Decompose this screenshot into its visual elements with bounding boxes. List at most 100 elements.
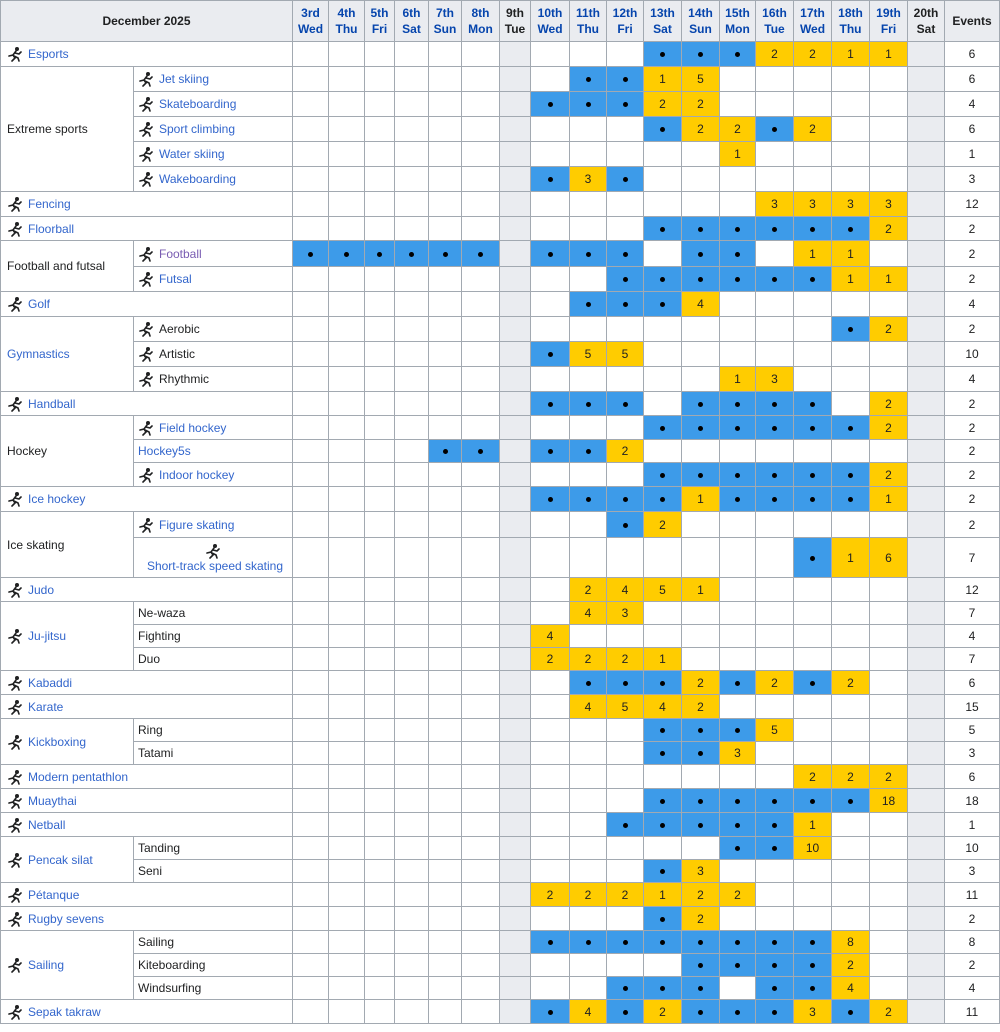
table-row: Football and futsal Football 1 1 2 — [0, 240, 1000, 292]
sport-link[interactable]: Golf — [28, 297, 51, 311]
discipline-cell[interactable]: Short-track speed skating — [133, 537, 293, 578]
sport-group-cell[interactable]: Ju-jitsu — [0, 601, 134, 671]
discipline-link[interactable]: Futsal — [159, 272, 192, 286]
sport-group-link[interactable]: Pencak silat — [28, 852, 93, 867]
empty-cell — [831, 577, 870, 602]
empty-cell — [606, 906, 644, 931]
empty-cell — [428, 859, 462, 883]
sport-cell[interactable]: Sepak takraw — [0, 999, 293, 1024]
sport-link[interactable]: Ice hockey — [28, 492, 86, 506]
sport-cell[interactable]: Fencing — [0, 191, 293, 217]
sport-link[interactable]: Muaythai — [28, 793, 77, 808]
discipline-link[interactable]: Figure skating — [159, 517, 235, 532]
sport-cell[interactable]: Rugby sevens — [0, 906, 293, 931]
sport-link[interactable]: Kabaddi — [28, 675, 73, 690]
sport-group-link[interactable]: Kickboxing — [28, 734, 87, 749]
sport-cell[interactable]: Handball — [0, 391, 293, 416]
discipline-link[interactable]: Short-track speed skating — [146, 558, 284, 573]
empty-cell — [394, 91, 429, 117]
discipline-cell[interactable]: Football — [133, 240, 293, 267]
discipline-link[interactable]: Jet skiing — [159, 72, 210, 86]
sport-link[interactable]: Fencing — [28, 197, 71, 211]
rest-day-cell — [499, 764, 531, 789]
discipline-link[interactable]: Sport climbing — [159, 122, 236, 136]
competition-dot — [848, 798, 853, 804]
sport-link[interactable]: Pétanque — [28, 887, 80, 902]
competition-day-cell — [643, 741, 682, 765]
sport-link[interactable]: Sepak takraw — [28, 1004, 101, 1019]
sport-cell[interactable]: Muaythai — [0, 788, 293, 813]
competition-dot — [585, 401, 591, 407]
discipline-cell[interactable]: Wakeboarding — [133, 166, 293, 192]
discipline-cell[interactable]: Water skiing — [133, 141, 293, 167]
discipline-link[interactable]: Field hockey — [159, 420, 227, 435]
sport-link[interactable]: Rugby sevens — [28, 911, 105, 926]
competition-day-cell — [681, 999, 720, 1024]
competition-day-cell — [606, 91, 644, 117]
medal-day-cell: 2 — [530, 882, 570, 907]
empty-cell — [606, 859, 644, 883]
sport-cell[interactable]: Golf — [0, 291, 293, 317]
sport-group-cell[interactable]: Sailing — [0, 930, 134, 1000]
discipline-cell[interactable]: Hockey5s — [133, 439, 293, 463]
sport-link[interactable]: Karate — [28, 699, 64, 714]
discipline-cell[interactable]: Sport climbing — [133, 116, 293, 142]
rest-day-cell — [907, 859, 945, 883]
discipline-link[interactable]: Football — [159, 246, 202, 261]
discipline-link[interactable]: Water skiing — [159, 147, 225, 161]
empty-cell — [831, 812, 870, 837]
empty-cell — [364, 812, 395, 837]
discipline-cell[interactable]: Skateboarding — [133, 91, 293, 117]
events-count: 4 — [944, 624, 1000, 648]
medal-day-cell: 2 — [569, 647, 607, 671]
empty-cell — [569, 116, 607, 142]
empty-cell — [428, 391, 462, 416]
empty-cell — [793, 66, 832, 92]
water-skiing-icon — [138, 146, 154, 162]
discipline-cell[interactable]: Jet skiing — [133, 66, 293, 92]
sport-cell[interactable]: Ice hockey — [0, 486, 293, 512]
sport-cell[interactable]: Pétanque — [0, 882, 293, 907]
day-number: 16th — [762, 6, 787, 20]
events-count: 2 — [944, 240, 1000, 267]
sport-cell[interactable]: Judo — [0, 577, 293, 602]
sport-cell[interactable]: Karate — [0, 694, 293, 719]
sport-cell[interactable]: Esports — [0, 41, 293, 67]
sport-cell[interactable]: Modern pentathlon — [0, 764, 293, 789]
sport-group-cell[interactable]: Pencak silat — [0, 836, 134, 883]
empty-cell — [530, 116, 570, 142]
empty-cell — [755, 316, 794, 342]
rest-day-cell — [499, 266, 531, 292]
sport-group-cell[interactable]: Gymnastics — [0, 316, 134, 392]
sport-group-link[interactable]: Sailing — [28, 958, 65, 972]
table-row: Windsurfing 4 4 — [1, 976, 1000, 1000]
competition-day-cell — [606, 670, 644, 695]
competition-dot — [622, 401, 628, 407]
sport-group-cell[interactable]: Kickboxing — [0, 718, 134, 765]
empty-cell — [643, 240, 682, 267]
empty-cell — [831, 836, 870, 860]
competition-dot — [810, 472, 815, 478]
weekday: Sun — [689, 22, 712, 36]
empty-cell — [364, 41, 395, 67]
discipline-link[interactable]: Indoor hockey — [159, 467, 235, 482]
discipline-link[interactable]: Skateboarding — [159, 97, 237, 111]
empty-cell — [681, 601, 720, 625]
sport-cell[interactable]: Floorball — [0, 216, 293, 241]
discipline-cell[interactable]: Futsal — [133, 266, 293, 292]
discipline-link[interactable]: Wakeboarding — [159, 172, 236, 186]
sport-cell[interactable]: Kabaddi — [0, 670, 293, 695]
discipline-cell[interactable]: Figure skating — [133, 511, 293, 538]
sport-link[interactable]: Esports — [28, 47, 69, 61]
discipline-cell[interactable]: Indoor hockey — [133, 462, 293, 487]
discipline-link[interactable]: Hockey5s — [138, 444, 191, 458]
sport-link[interactable]: Judo — [28, 582, 55, 597]
sport-link[interactable]: Modern pentathlon — [28, 769, 129, 784]
discipline-cell[interactable]: Field hockey — [133, 415, 293, 440]
sport-group-link[interactable]: Gymnastics — [7, 347, 70, 361]
sport-cell[interactable]: Netball — [0, 812, 293, 837]
sport-link[interactable]: Netball — [28, 817, 66, 832]
sport-link[interactable]: Handball — [28, 396, 76, 411]
sport-group-link[interactable]: Ju-jitsu — [28, 629, 67, 643]
sport-link[interactable]: Floorball — [28, 221, 75, 236]
